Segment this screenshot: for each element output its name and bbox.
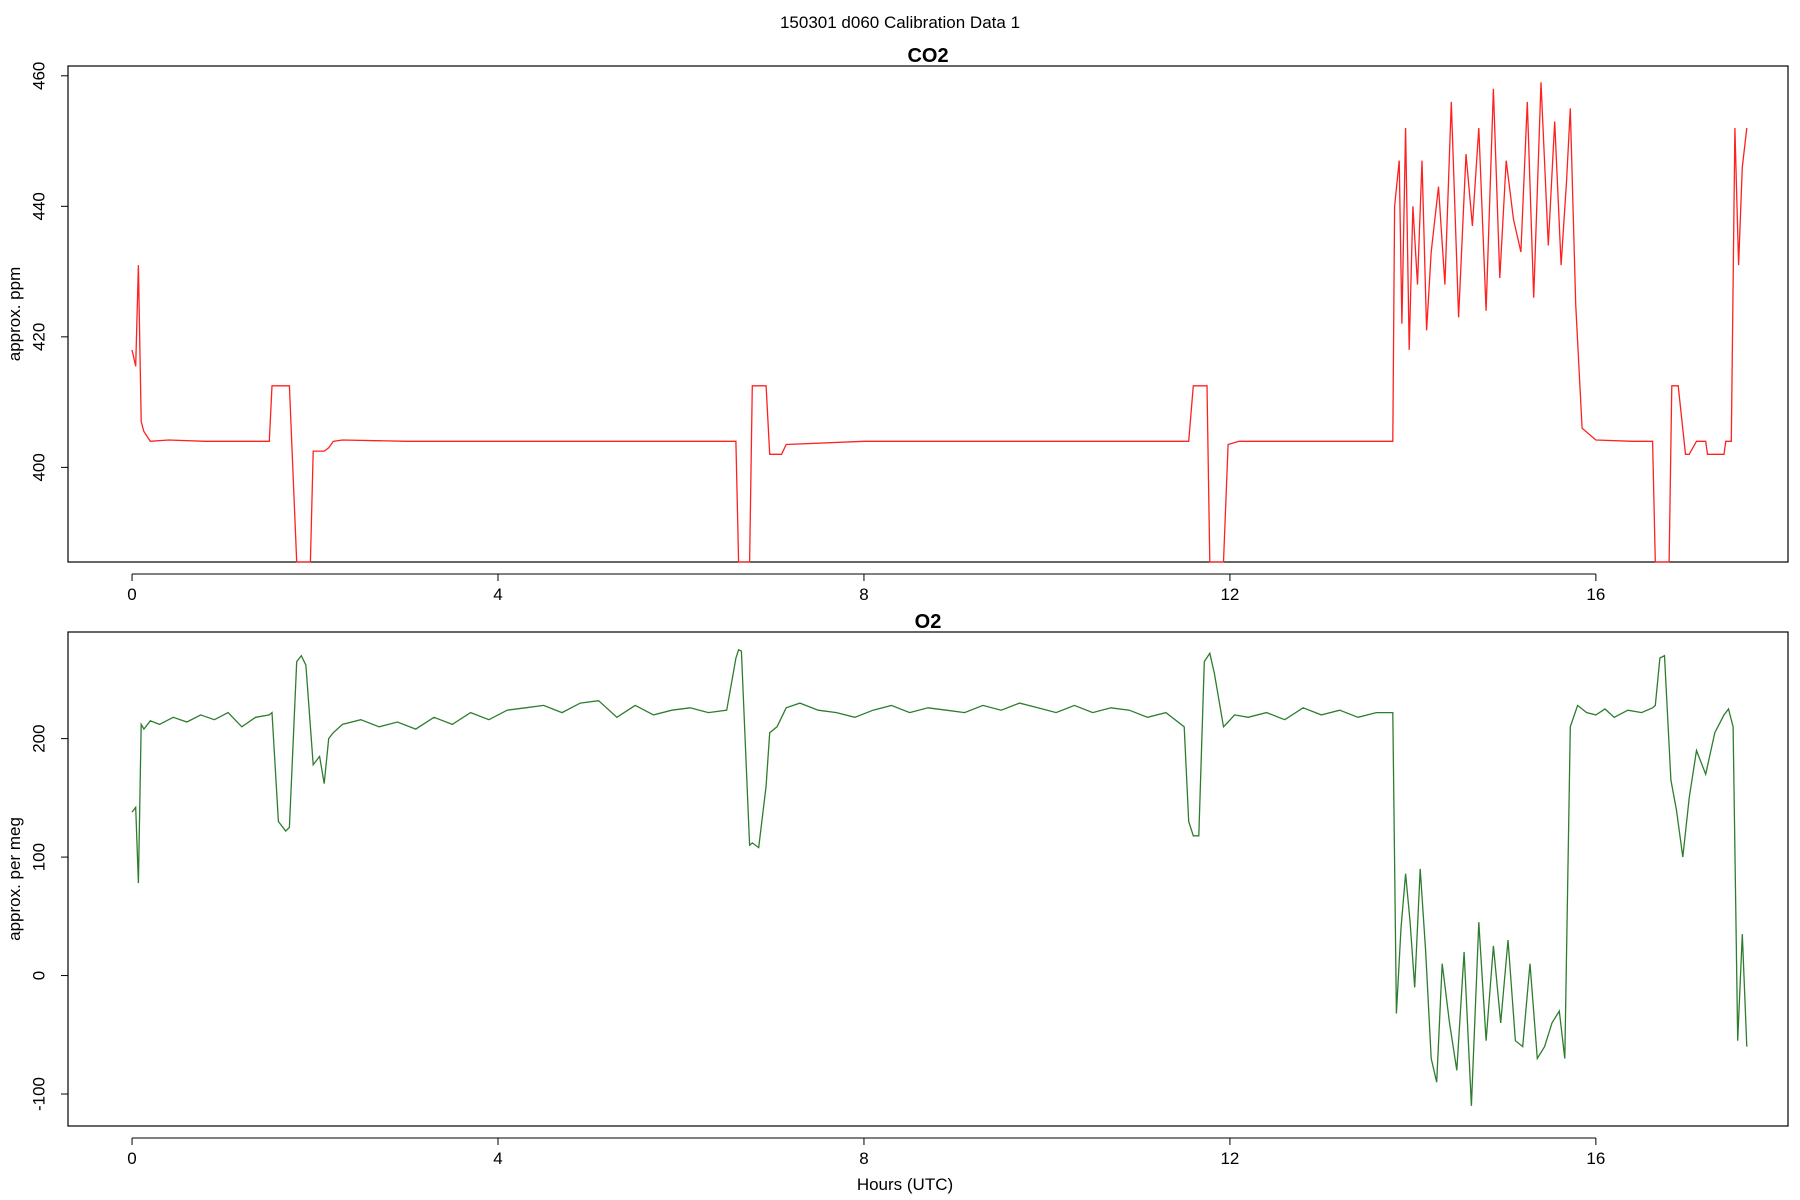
co2-y-axis-label: approx. ppm <box>5 267 24 362</box>
o2-x-tick-label: 12 <box>1220 1149 1239 1168</box>
o2-y-tick-label: -100 <box>29 1077 48 1111</box>
o2-x-axis: 0 4 8 12 16 <box>127 1137 1605 1168</box>
co2-y-tick-label: 400 <box>29 453 48 481</box>
co2-x-tick-label: 12 <box>1220 585 1239 604</box>
co2-plot-frame <box>67 65 1789 563</box>
o2-y-tick-label: 100 <box>29 843 48 871</box>
co2-x-tick-label: 16 <box>1586 585 1605 604</box>
o2-x-tick-label: 4 <box>493 1149 502 1168</box>
o2-x-tick-label: 16 <box>1586 1149 1605 1168</box>
x-axis-label: Hours (UTC) <box>857 1175 953 1194</box>
co2-y-tick-label: 460 <box>29 62 48 90</box>
o2-plot-frame <box>67 631 1789 1127</box>
o2-y-axis: -100 0 100 200 <box>29 724 69 1111</box>
co2-y-tick-label: 420 <box>29 323 48 351</box>
co2-x-axis: 0 4 8 12 16 <box>127 573 1605 604</box>
co2-panel: CO2 approx. ppm 0 4 8 12 16 400 420 440 460 <box>5 45 1789 604</box>
o2-panel: O2 approx. per meg 0 4 8 12 16 -100 0 100 200 <box>5 611 1789 1168</box>
o2-y-tick-label: 0 <box>29 971 48 980</box>
o2-x-tick-label: 8 <box>859 1149 868 1168</box>
co2-x-tick-label: 0 <box>127 585 136 604</box>
co2-series-line <box>131 82 1748 563</box>
co2-y-axis: 400 420 440 460 <box>29 62 69 482</box>
o2-panel-title: O2 <box>915 611 942 633</box>
co2-x-tick-label: 8 <box>859 585 868 604</box>
co2-x-tick-label: 4 <box>493 585 502 604</box>
o2-y-tick-label: 200 <box>29 724 48 752</box>
o2-x-tick-label: 0 <box>127 1149 136 1168</box>
figure-title: 150301 d060 Calibration Data 1 <box>780 13 1020 32</box>
o2-y-axis-label: approx. per meg <box>5 817 24 941</box>
co2-panel-title: CO2 <box>907 45 948 67</box>
o2-series-line <box>131 648 1748 1106</box>
co2-y-tick-label: 440 <box>29 192 48 220</box>
